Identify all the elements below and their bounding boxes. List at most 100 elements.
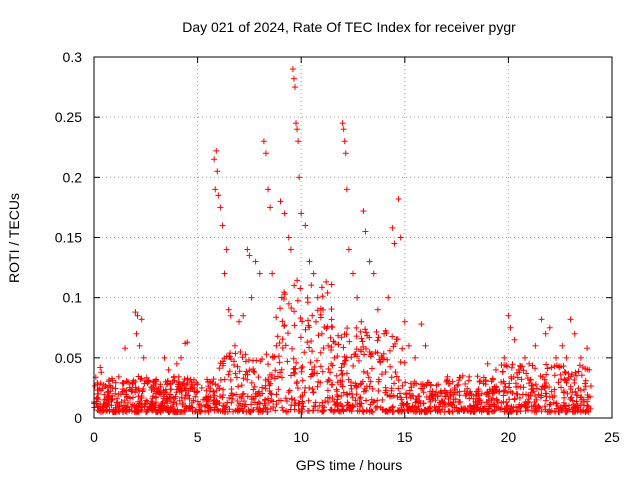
data-point	[265, 186, 272, 193]
data-point	[225, 306, 232, 313]
data-point	[227, 312, 234, 319]
data-point	[244, 246, 251, 253]
data-point	[277, 198, 284, 205]
y-tick-label: 0.1	[63, 290, 83, 306]
data-point	[314, 294, 321, 301]
data-point	[97, 364, 104, 371]
data-point	[173, 360, 180, 367]
data-point	[342, 150, 349, 157]
data-point	[563, 354, 570, 361]
data-point	[223, 246, 230, 253]
data-point	[577, 354, 584, 361]
data-point	[122, 345, 129, 352]
y-tick-label: 0.3	[63, 49, 83, 65]
data-point	[567, 316, 574, 323]
data-point	[287, 246, 294, 253]
data-point	[289, 66, 296, 73]
data-point-cluster	[91, 277, 594, 415]
y-tick-label: 0.15	[55, 230, 82, 246]
data-point	[339, 120, 346, 127]
data-point	[350, 270, 356, 277]
data-point	[184, 339, 191, 346]
x-axis-title: GPS time / hours	[296, 457, 403, 473]
data-point	[559, 342, 566, 349]
data-point	[542, 330, 549, 337]
data-point	[362, 228, 369, 235]
data-point	[98, 369, 105, 376]
data-point	[345, 246, 352, 253]
data-point	[262, 150, 269, 157]
x-tick-label: 10	[293, 429, 309, 445]
data-point	[165, 366, 172, 373]
data-points	[91, 66, 594, 415]
chart-title: Day 021 of 2024, Rate Of TEC Index for r…	[182, 19, 516, 35]
data-point	[293, 120, 300, 127]
data-point	[412, 354, 419, 361]
data-point	[553, 354, 560, 361]
data-point	[294, 126, 301, 133]
data-point	[374, 306, 381, 313]
data-point	[246, 252, 253, 259]
data-point	[507, 324, 514, 331]
data-point	[140, 354, 147, 361]
data-point	[505, 312, 512, 319]
data-point	[405, 342, 412, 349]
data-point	[231, 342, 238, 349]
data-point	[214, 168, 221, 175]
data-point	[571, 330, 578, 337]
data-point	[198, 384, 205, 391]
data-point	[240, 312, 247, 319]
data-point	[546, 324, 553, 331]
data-point	[511, 336, 518, 343]
data-point	[290, 75, 297, 82]
data-point	[306, 258, 313, 265]
x-tick-label: 5	[194, 429, 202, 445]
data-point	[285, 234, 292, 241]
data-point	[236, 318, 243, 325]
data-point	[385, 294, 392, 301]
data-point	[521, 354, 528, 361]
data-point	[459, 372, 466, 379]
data-point	[132, 309, 139, 316]
data-point	[213, 147, 220, 154]
y-tick-labels: 0 0.05 0.1 0.15 0.2 0.25 0.3	[55, 49, 82, 426]
x-tick-label: 0	[90, 429, 98, 445]
y-tick-label: 0.25	[55, 109, 82, 125]
data-point	[476, 378, 483, 385]
data-point	[370, 270, 377, 277]
data-point	[211, 156, 218, 163]
data-point	[318, 330, 325, 337]
data-point	[340, 126, 347, 133]
grid-lines	[94, 57, 612, 418]
data-point	[358, 318, 365, 325]
data-point	[136, 342, 143, 349]
y-tick-label: 0	[74, 410, 82, 426]
y-tick-label: 0.05	[55, 350, 82, 366]
data-point	[397, 234, 404, 241]
data-point	[256, 270, 263, 277]
data-point	[401, 318, 408, 325]
data-point	[389, 224, 396, 231]
data-point	[538, 316, 545, 323]
data-point	[532, 342, 539, 349]
data-point	[302, 222, 309, 229]
data-point	[273, 342, 280, 349]
data-point	[343, 186, 350, 193]
x-tick-label: 25	[604, 429, 620, 445]
data-point	[325, 342, 332, 349]
data-point	[391, 240, 398, 247]
data-point	[484, 360, 491, 367]
data-point	[526, 360, 533, 367]
data-point	[134, 312, 141, 319]
x-tick-label: 15	[397, 429, 413, 445]
data-point	[138, 316, 145, 323]
x-tick-label: 20	[501, 429, 517, 445]
data-point	[296, 174, 303, 181]
data-point	[212, 186, 219, 193]
data-point	[178, 354, 185, 361]
data-point	[366, 258, 373, 265]
data-point	[354, 294, 361, 301]
data-point	[221, 270, 228, 277]
data-point	[281, 210, 288, 217]
